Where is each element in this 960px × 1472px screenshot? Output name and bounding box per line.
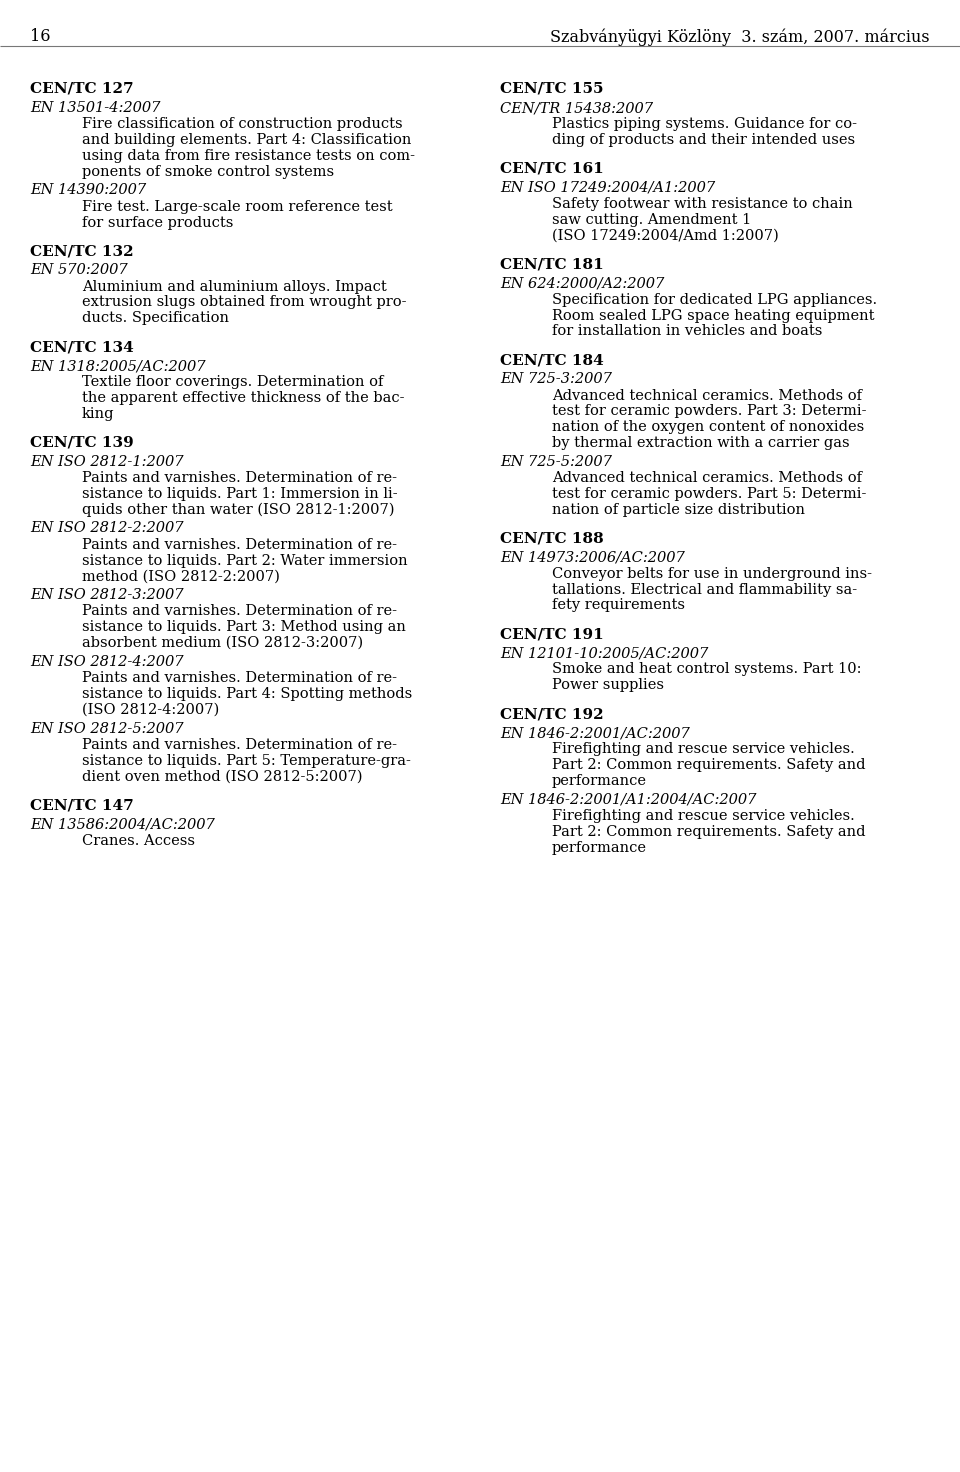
Text: Advanced technical ceramics. Methods of: Advanced technical ceramics. Methods of: [552, 389, 862, 403]
Text: Part 2: Common requirements. Safety and: Part 2: Common requirements. Safety and: [552, 824, 866, 839]
Text: Firefighting and rescue service vehicles.: Firefighting and rescue service vehicles…: [552, 810, 854, 823]
Text: dient oven method (ISO 2812-5:2007): dient oven method (ISO 2812-5:2007): [82, 770, 363, 783]
Text: EN ISO 2812-5:2007: EN ISO 2812-5:2007: [30, 721, 183, 736]
Text: EN 624:2000/A2:2007: EN 624:2000/A2:2007: [500, 277, 664, 290]
Text: Fire classification of construction products: Fire classification of construction prod…: [82, 118, 402, 131]
Text: Paints and varnishes. Determination of re-: Paints and varnishes. Determination of r…: [82, 737, 397, 752]
Text: EN 725-3:2007: EN 725-3:2007: [500, 372, 612, 386]
Text: ding of products and their intended uses: ding of products and their intended uses: [552, 132, 855, 147]
Text: absorbent medium (ISO 2812-3:2007): absorbent medium (ISO 2812-3:2007): [82, 636, 363, 651]
Text: method (ISO 2812-2:2007): method (ISO 2812-2:2007): [82, 570, 280, 583]
Text: for surface products: for surface products: [82, 215, 233, 230]
Text: Paints and varnishes. Determination of re-: Paints and varnishes. Determination of r…: [82, 537, 397, 552]
Text: Cranes. Access: Cranes. Access: [82, 833, 195, 848]
Text: CEN/TC 191: CEN/TC 191: [500, 627, 604, 642]
Text: saw cutting. Amendment 1: saw cutting. Amendment 1: [552, 213, 752, 227]
Text: quids other than water (ISO 2812-1:2007): quids other than water (ISO 2812-1:2007): [82, 503, 395, 517]
Text: by thermal extraction with a carrier gas: by thermal extraction with a carrier gas: [552, 436, 850, 450]
Text: performance: performance: [552, 841, 647, 855]
Text: nation of the oxygen content of nonoxides: nation of the oxygen content of nonoxide…: [552, 420, 864, 434]
Text: Safety footwear with resistance to chain: Safety footwear with resistance to chain: [552, 197, 852, 210]
Text: EN ISO 2812-3:2007: EN ISO 2812-3:2007: [30, 589, 183, 602]
Text: EN ISO 2812-1:2007: EN ISO 2812-1:2007: [30, 455, 183, 468]
Text: sistance to liquids. Part 2: Water immersion: sistance to liquids. Part 2: Water immer…: [82, 553, 408, 568]
Text: king: king: [82, 406, 114, 421]
Text: Conveyor belts for use in underground ins-: Conveyor belts for use in underground in…: [552, 567, 872, 581]
Text: CEN/TC 134: CEN/TC 134: [30, 340, 133, 355]
Text: EN ISO 2812-2:2007: EN ISO 2812-2:2007: [30, 521, 183, 536]
Text: CEN/TC 155: CEN/TC 155: [500, 82, 604, 96]
Text: Advanced technical ceramics. Methods of: Advanced technical ceramics. Methods of: [552, 471, 862, 486]
Text: test for ceramic powders. Part 5: Determi-: test for ceramic powders. Part 5: Determ…: [552, 487, 866, 500]
Text: CEN/TC 127: CEN/TC 127: [30, 82, 133, 96]
Text: EN 14390:2007: EN 14390:2007: [30, 184, 146, 197]
Text: (ISO 2812-4:2007): (ISO 2812-4:2007): [82, 702, 219, 717]
Text: ducts. Specification: ducts. Specification: [82, 311, 229, 325]
Text: (ISO 17249:2004/Amd 1:2007): (ISO 17249:2004/Amd 1:2007): [552, 228, 779, 243]
Text: EN 1846-2:2001/A1:2004/AC:2007: EN 1846-2:2001/A1:2004/AC:2007: [500, 793, 756, 807]
Text: EN 725-5:2007: EN 725-5:2007: [500, 455, 612, 468]
Text: Firefighting and rescue service vehicles.: Firefighting and rescue service vehicles…: [552, 742, 854, 757]
Text: Smoke and heat control systems. Part 10:: Smoke and heat control systems. Part 10:: [552, 662, 861, 677]
Text: Paints and varnishes. Determination of re-: Paints and varnishes. Determination of r…: [82, 471, 397, 486]
Text: extrusion slugs obtained from wrought pro-: extrusion slugs obtained from wrought pr…: [82, 296, 406, 309]
Text: sistance to liquids. Part 3: Method using an: sistance to liquids. Part 3: Method usin…: [82, 620, 406, 634]
Text: sistance to liquids. Part 1: Immersion in li-: sistance to liquids. Part 1: Immersion i…: [82, 487, 397, 500]
Text: Fire test. Large-scale room reference test: Fire test. Large-scale room reference te…: [82, 200, 393, 213]
Text: CEN/TC 192: CEN/TC 192: [500, 707, 604, 721]
Text: EN 1318:2005/AC:2007: EN 1318:2005/AC:2007: [30, 359, 205, 372]
Text: tallations. Electrical and flammability sa-: tallations. Electrical and flammability …: [552, 583, 857, 596]
Text: ponents of smoke control systems: ponents of smoke control systems: [82, 165, 334, 178]
Text: CEN/TC 139: CEN/TC 139: [30, 436, 133, 450]
Text: the apparent effective thickness of the bac-: the apparent effective thickness of the …: [82, 392, 404, 405]
Text: EN 570:2007: EN 570:2007: [30, 263, 128, 277]
Text: CEN/TR 15438:2007: CEN/TR 15438:2007: [500, 102, 653, 115]
Text: CEN/TC 184: CEN/TC 184: [500, 353, 604, 368]
Text: Textile floor coverings. Determination of: Textile floor coverings. Determination o…: [82, 375, 383, 390]
Text: sistance to liquids. Part 4: Spotting methods: sistance to liquids. Part 4: Spotting me…: [82, 687, 412, 701]
Text: for installation in vehicles and boats: for installation in vehicles and boats: [552, 324, 823, 339]
Text: EN 13501-4:2007: EN 13501-4:2007: [30, 102, 160, 115]
Text: EN 1846-2:2001/AC:2007: EN 1846-2:2001/AC:2007: [500, 726, 689, 740]
Text: and building elements. Part 4: Classification: and building elements. Part 4: Classific…: [82, 132, 412, 147]
Text: EN 12101-10:2005/AC:2007: EN 12101-10:2005/AC:2007: [500, 646, 708, 661]
Text: CEN/TC 181: CEN/TC 181: [500, 258, 604, 272]
Text: Room sealed LPG space heating equipment: Room sealed LPG space heating equipment: [552, 309, 875, 322]
Text: CEN/TC 161: CEN/TC 161: [500, 162, 604, 175]
Text: Paints and varnishes. Determination of re-: Paints and varnishes. Determination of r…: [82, 605, 397, 618]
Text: nation of particle size distribution: nation of particle size distribution: [552, 503, 805, 517]
Text: EN ISO 17249:2004/A1:2007: EN ISO 17249:2004/A1:2007: [500, 181, 715, 194]
Text: Power supplies: Power supplies: [552, 679, 664, 692]
Text: sistance to liquids. Part 5: Temperature-gra-: sistance to liquids. Part 5: Temperature…: [82, 754, 411, 768]
Text: 16: 16: [30, 28, 51, 46]
Text: EN ISO 2812-4:2007: EN ISO 2812-4:2007: [30, 655, 183, 668]
Text: fety requirements: fety requirements: [552, 599, 685, 612]
Text: CEN/TC 188: CEN/TC 188: [500, 531, 604, 546]
Text: CEN/TC 132: CEN/TC 132: [30, 244, 133, 259]
Text: EN 13586:2004/AC:2007: EN 13586:2004/AC:2007: [30, 817, 215, 832]
Text: Part 2: Common requirements. Safety and: Part 2: Common requirements. Safety and: [552, 758, 866, 773]
Text: CEN/TC 147: CEN/TC 147: [30, 798, 133, 813]
Text: EN 14973:2006/AC:2007: EN 14973:2006/AC:2007: [500, 551, 684, 564]
Text: using data from fire resistance tests on com-: using data from fire resistance tests on…: [82, 149, 415, 163]
Text: test for ceramic powders. Part 3: Determi-: test for ceramic powders. Part 3: Determ…: [552, 405, 867, 418]
Text: Paints and varnishes. Determination of re-: Paints and varnishes. Determination of r…: [82, 671, 397, 684]
Text: Specification for dedicated LPG appliances.: Specification for dedicated LPG applianc…: [552, 293, 877, 306]
Text: performance: performance: [552, 774, 647, 788]
Text: Szabványügyi Közlöny  3. szám, 2007. március: Szabványügyi Közlöny 3. szám, 2007. márc…: [550, 28, 930, 46]
Text: Plastics piping systems. Guidance for co-: Plastics piping systems. Guidance for co…: [552, 118, 857, 131]
Text: Aluminium and aluminium alloys. Impact: Aluminium and aluminium alloys. Impact: [82, 280, 387, 294]
